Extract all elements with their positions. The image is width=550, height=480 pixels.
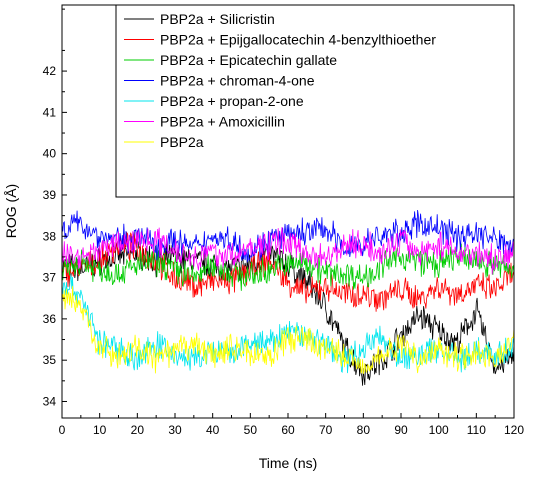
series-line-2 <box>61 242 515 291</box>
y-tick-label: 42 <box>43 64 57 78</box>
x-tick-label: 90 <box>394 423 408 437</box>
y-tick-label: 36 <box>43 312 57 326</box>
x-axis-label: Time (ns) <box>259 455 318 471</box>
x-tick-label: 20 <box>131 423 145 437</box>
y-tick-label: 39 <box>43 188 57 202</box>
x-tick-label: 100 <box>429 423 449 437</box>
series-line-5 <box>61 226 515 275</box>
legend-label-1: PBP2a + Epijgallocatechin 4-benzylthioet… <box>160 32 436 48</box>
x-tick-label: 0 <box>59 423 66 437</box>
y-tick-label: 38 <box>43 229 57 243</box>
legend: PBP2a + Silicristin PBP2a + Epijgallocate… <box>115 4 515 198</box>
x-tick-label: 10 <box>93 423 107 437</box>
ticks-layer: 0 10 20 30 40 50 60 70 80 90 100 110 120 34 35 36 37 38 39… <box>43 8 524 437</box>
legend-label-6: PBP2a <box>160 134 204 150</box>
x-tick-label: 40 <box>206 423 220 437</box>
y-tick-label: 41 <box>43 105 57 119</box>
y-tick-label: 34 <box>43 394 57 408</box>
legend-label-4: PBP2a + propan-2-one <box>160 93 304 109</box>
y-axis-label: ROG (Å) <box>3 184 19 238</box>
legend-label-3: PBP2a + chroman-4-one <box>160 73 315 89</box>
y-tick-label: 40 <box>43 147 57 161</box>
x-tick-label: 50 <box>244 423 258 437</box>
series-layer <box>61 209 515 386</box>
series-line-6 <box>61 286 515 375</box>
x-tick-label: 30 <box>168 423 182 437</box>
legend-label-0: PBP2a + Silicristin <box>160 11 275 27</box>
x-tick-label: 60 <box>281 423 295 437</box>
x-tick-label: 70 <box>319 423 333 437</box>
legend-label-2: PBP2a + Epicatechin gallate <box>160 52 337 68</box>
series-line-1 <box>61 231 515 312</box>
series-line-3 <box>61 209 515 263</box>
x-tick-label: 80 <box>357 423 371 437</box>
y-tick-label: 35 <box>43 353 57 367</box>
y-tick-label: 37 <box>43 271 57 285</box>
x-tick-label: 120 <box>504 423 524 437</box>
legend-box <box>115 4 515 198</box>
legend-label-5: PBP2a + Amoxicillin <box>160 114 285 130</box>
x-tick-label: 110 <box>467 423 486 437</box>
